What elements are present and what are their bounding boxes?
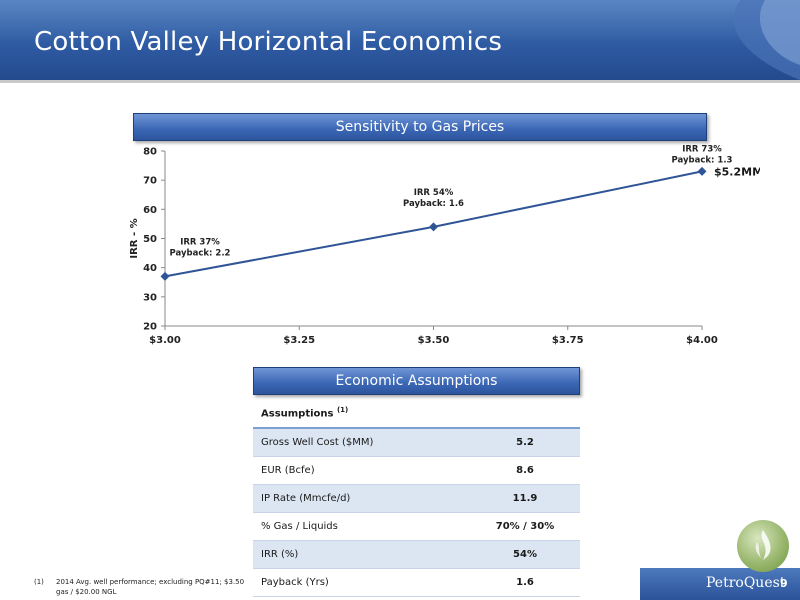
row-label: Gross Well Cost ($MM) — [253, 428, 470, 457]
row-label: EUR (Bcfe) — [253, 456, 470, 485]
point-annotation: IRR 37% — [180, 237, 220, 247]
x-tick-label: $3.25 — [283, 335, 315, 346]
npv-end-label: $5.2MM — [714, 165, 760, 178]
y-tick-label: 40 — [143, 263, 157, 274]
assumptions-header-label: Assumptions — [261, 408, 334, 420]
table-row: IP Rate (Mmcfe/d) 11.9 — [253, 484, 580, 513]
assumptions-table: Assumptions (1) Gross Well Cost ($MM) 5.… — [253, 399, 580, 597]
table-row: Payback (Yrs) 1.6 — [253, 568, 580, 597]
petroquest-flame-logo-icon — [737, 520, 789, 572]
point-annotation: Payback: 2.2 — [170, 248, 231, 258]
header-divider — [0, 80, 800, 83]
header-bar: Cotton Valley Horizontal Economics — [0, 0, 800, 80]
economic-assumptions-banner: Economic Assumptions — [253, 367, 580, 395]
x-tick-label: $3.00 — [149, 335, 181, 346]
row-label: IRR (%) — [253, 540, 470, 569]
row-value: 8.6 — [470, 456, 580, 485]
header-swoosh-graphic — [733, 0, 800, 80]
header-value-cell — [470, 399, 580, 429]
row-value: 5.2 — [470, 428, 580, 457]
page-number: 9 — [780, 577, 788, 590]
row-value: 1.6 — [470, 568, 580, 597]
point-annotation: IRR 73% — [682, 144, 722, 154]
point-annotation: IRR 54% — [414, 188, 454, 198]
assumptions-header: Assumptions (1) — [253, 399, 470, 429]
y-tick-label: 50 — [143, 234, 157, 245]
row-value: 70% / 30% — [470, 512, 580, 541]
table-row: IRR (%) 54% — [253, 540, 580, 569]
table-row: Gross Well Cost ($MM) 5.2 — [253, 428, 580, 457]
row-value: 11.9 — [470, 484, 580, 513]
x-tick-label: $3.50 — [418, 335, 450, 346]
sensitivity-banner: Sensitivity to Gas Prices — [133, 113, 707, 141]
data-point — [429, 222, 438, 232]
row-label: IP Rate (Mmcfe/d) — [253, 484, 470, 513]
y-tick-label: 30 — [143, 292, 157, 303]
y-tick-label: 80 — [143, 147, 157, 158]
row-label: Payback (Yrs) — [253, 568, 470, 597]
x-tick-label: $3.75 — [552, 335, 584, 346]
flame-icon — [755, 530, 771, 560]
footnote-text: 2014 Avg. well performance; excluding PQ… — [56, 578, 245, 596]
point-annotation: Payback: 1.6 — [403, 199, 464, 209]
assumptions-footnote-ref: (1) — [336, 406, 349, 415]
data-point — [697, 166, 707, 176]
y-tick-label: 60 — [143, 205, 157, 216]
x-tick-label: $4.00 — [686, 335, 718, 346]
row-value: 54% — [470, 540, 580, 569]
data-point — [160, 271, 170, 281]
y-tick-label: 70 — [143, 176, 157, 187]
page-title: Cotton Valley Horizontal Economics — [34, 27, 503, 57]
table-header-row: Assumptions (1) — [253, 399, 580, 429]
y-axis-title: IRR - % — [129, 218, 140, 258]
y-tick-label: 20 — [143, 322, 157, 333]
point-annotation: Payback: 1.3 — [672, 155, 733, 165]
table-row: % Gas / Liquids 70% / 30% — [253, 512, 580, 541]
petroquest-logo-text: PetroQuest — [706, 575, 786, 591]
footer-bar — [640, 568, 800, 600]
row-label: % Gas / Liquids — [253, 512, 470, 541]
footnote-number: (1) — [34, 578, 44, 586]
table-row: EUR (Bcfe) 8.6 — [253, 456, 580, 485]
irr-sensitivity-chart: 20 30 40 50 60 70 80 $3.00 $3.25 $3.50 $3.75 $4.00 I… — [129, 144, 760, 346]
